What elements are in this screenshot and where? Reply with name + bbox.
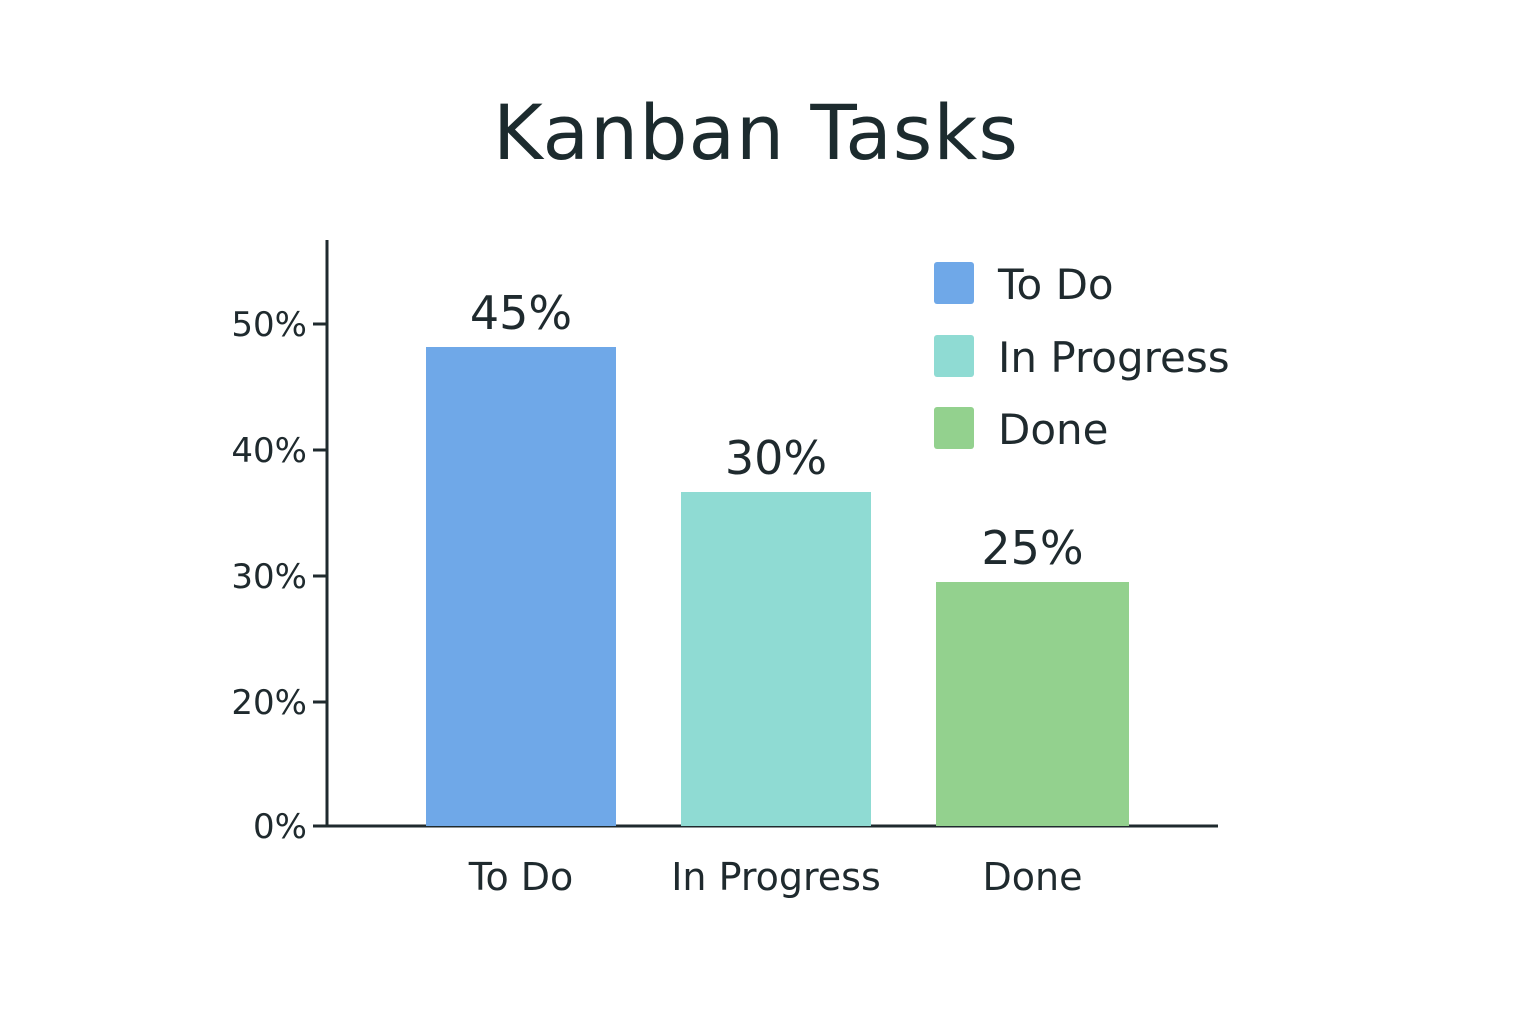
legend-label: To Do [997, 260, 1114, 309]
legend-label: Done [998, 405, 1109, 454]
legend-swatch [934, 335, 974, 377]
x-tick-label: In Progress [671, 855, 881, 899]
data-label: 25% [981, 521, 1083, 575]
bar [936, 582, 1129, 826]
y-tick-label: 20% [231, 683, 307, 723]
y-tick-label: 30% [231, 557, 307, 597]
y-tick-label: 40% [231, 431, 307, 471]
y-tick-label: 50% [231, 305, 307, 345]
y-tick-label: 0% [253, 807, 307, 847]
bar [681, 492, 871, 826]
chart-title: Kanban Tasks [492, 88, 1019, 177]
bar [426, 347, 616, 826]
x-tick-label: To Do [468, 855, 574, 899]
legend-swatch [934, 262, 974, 304]
x-tick-label: Done [983, 855, 1083, 899]
legend-label: In Progress [998, 333, 1230, 382]
legend-swatch [934, 407, 974, 449]
data-label: 45% [470, 286, 572, 340]
data-label: 30% [725, 431, 827, 485]
